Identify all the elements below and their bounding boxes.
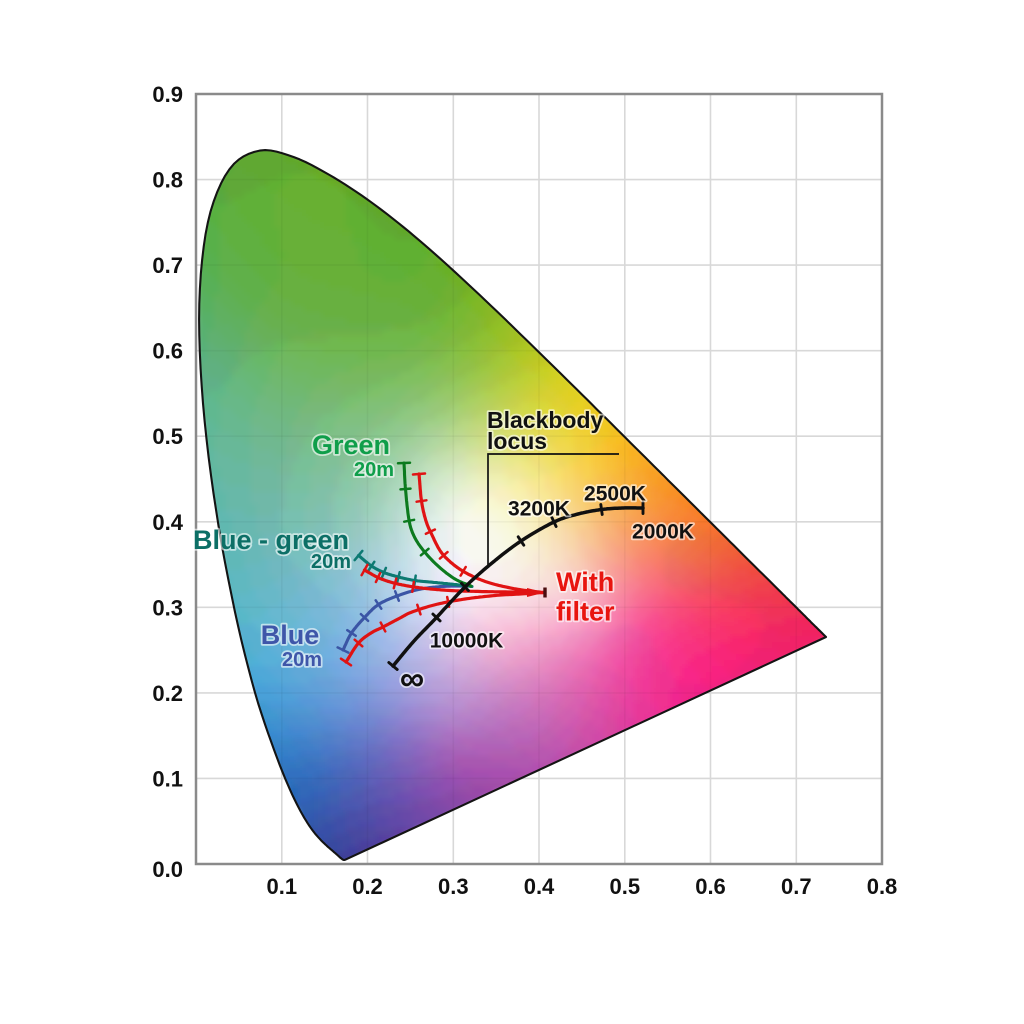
svg-text:Blackbody: Blackbody bbox=[487, 407, 604, 433]
svg-text:2000K: 2000K bbox=[632, 521, 694, 544]
svg-text:Blue: Blue bbox=[261, 620, 320, 650]
svg-text:filter: filter bbox=[556, 597, 615, 627]
svg-text:0.3: 0.3 bbox=[152, 595, 183, 620]
svg-text:0.2: 0.2 bbox=[352, 874, 383, 899]
svg-text:0.1: 0.1 bbox=[267, 874, 298, 899]
svg-text:20m: 20m bbox=[282, 649, 322, 671]
svg-text:0.5: 0.5 bbox=[152, 424, 183, 449]
svg-text:3200K: 3200K bbox=[508, 498, 570, 521]
svg-text:0.4: 0.4 bbox=[524, 874, 555, 899]
svg-text:0.6: 0.6 bbox=[695, 874, 726, 899]
svg-text:20m: 20m bbox=[354, 459, 394, 481]
svg-text:locus: locus bbox=[487, 428, 547, 454]
svg-text:2500K: 2500K bbox=[584, 483, 646, 506]
svg-text:0.3: 0.3 bbox=[438, 874, 469, 899]
svg-text:Blue - green: Blue - green bbox=[193, 525, 349, 555]
svg-text:0.8: 0.8 bbox=[867, 874, 898, 899]
svg-text:∞: ∞ bbox=[400, 660, 424, 698]
svg-text:0.6: 0.6 bbox=[152, 339, 183, 364]
svg-text:Green: Green bbox=[312, 430, 390, 460]
svg-text:0.8: 0.8 bbox=[152, 168, 183, 193]
svg-text:0.0: 0.0 bbox=[152, 857, 183, 882]
svg-text:0.7: 0.7 bbox=[152, 253, 183, 278]
svg-text:20m: 20m bbox=[311, 551, 351, 573]
svg-text:0.2: 0.2 bbox=[152, 681, 183, 706]
svg-text:0.7: 0.7 bbox=[781, 874, 812, 899]
svg-text:With: With bbox=[556, 567, 614, 597]
svg-text:0.1: 0.1 bbox=[152, 766, 183, 791]
svg-text:0.9: 0.9 bbox=[152, 82, 183, 107]
svg-text:10000K: 10000K bbox=[430, 630, 504, 653]
svg-text:0.5: 0.5 bbox=[610, 874, 641, 899]
svg-text:0.4: 0.4 bbox=[152, 510, 183, 535]
